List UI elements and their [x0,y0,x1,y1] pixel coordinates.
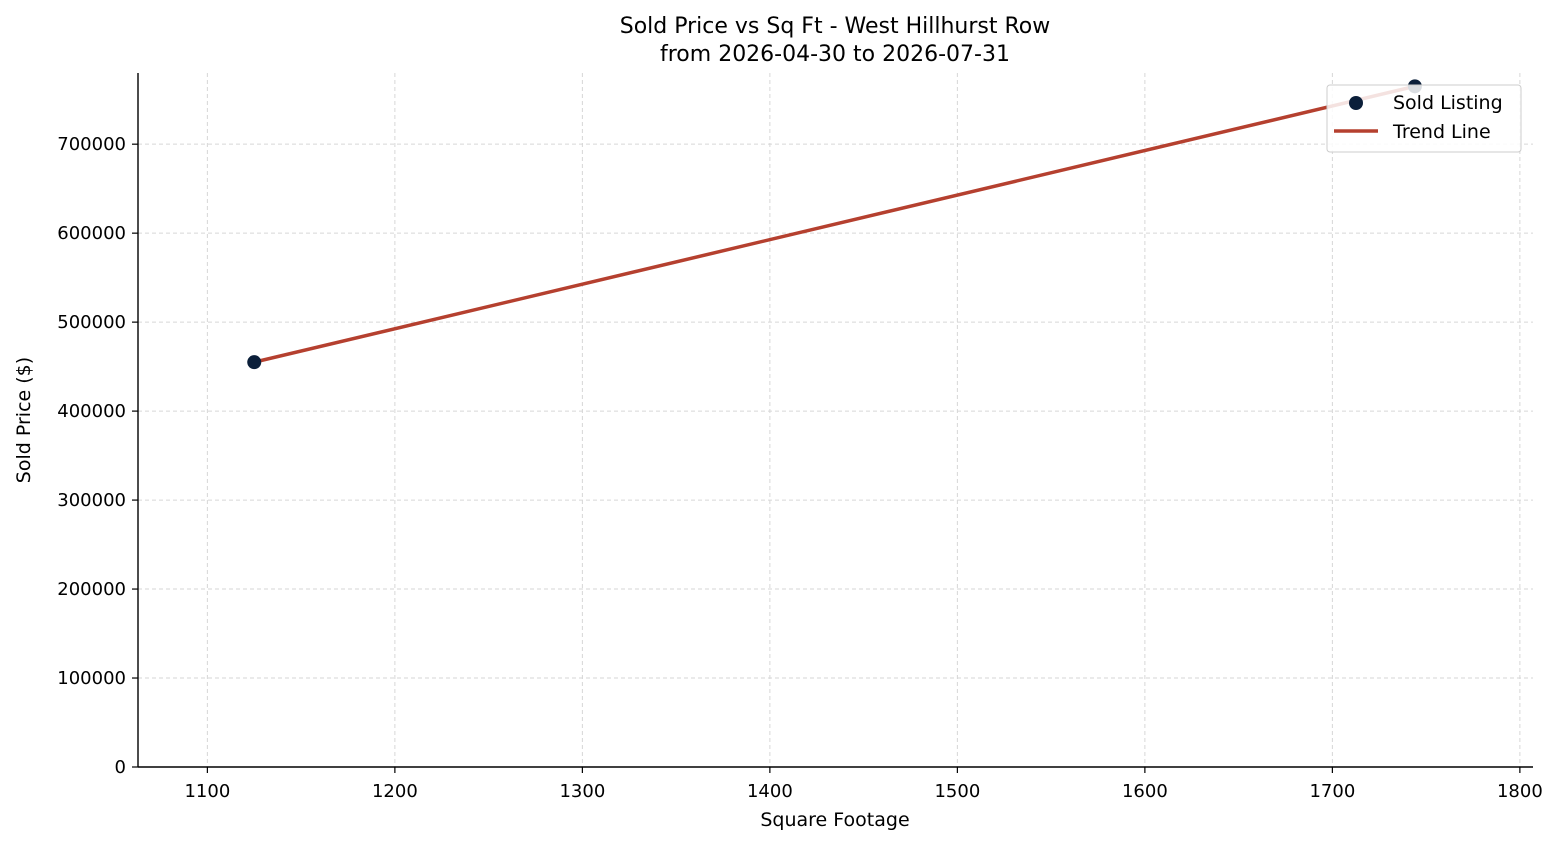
y-tick-label: 600000 [57,223,126,244]
y-tick-label: 0 [115,757,126,778]
chart-subtitle: from 2026-04-30 to 2026-07-31 [660,42,1010,67]
trend-line-layer [253,84,1416,364]
legend-label-trend-line: Trend Line [1392,121,1491,143]
y-tick-label: 700000 [57,134,126,155]
x-axis-ticks: 1100 1200 1300 1400 1500 1600 1700 1800 [184,767,1543,802]
y-tick-label: 300000 [57,490,126,511]
x-tick-label: 1500 [934,781,980,802]
trend-line [253,84,1416,364]
grid [138,73,1533,768]
y-axis-ticks: 0 100000 200000 300000 400000 500000 600000 700… [57,134,138,778]
legend-box [1326,84,1522,153]
y-axis-label: Sold Price ($) [13,357,35,483]
x-axis-label: Square Footage [760,809,909,831]
y-tick-label: 200000 [57,579,126,600]
legend-label-sold-listing: Sold Listing [1393,92,1503,114]
legend: Sold Listing Trend Line [1326,84,1522,153]
chart-title: Sold Price vs Sq Ft - West Hillhurst Row [620,14,1050,39]
x-tick-label: 1700 [1309,781,1355,802]
x-tick-label: 1400 [747,781,793,802]
x-tick-label: 1600 [1122,781,1168,802]
y-tick-label: 400000 [57,401,126,422]
legend-marker-sold-listing [1349,96,1363,110]
y-tick-label: 100000 [57,668,126,689]
y-tick-label: 500000 [57,312,126,333]
x-tick-label: 1300 [559,781,605,802]
x-tick-label: 1200 [372,781,418,802]
x-tick-label: 1100 [184,781,230,802]
x-tick-label: 1800 [1497,781,1543,802]
sold-listing-point [247,355,262,370]
